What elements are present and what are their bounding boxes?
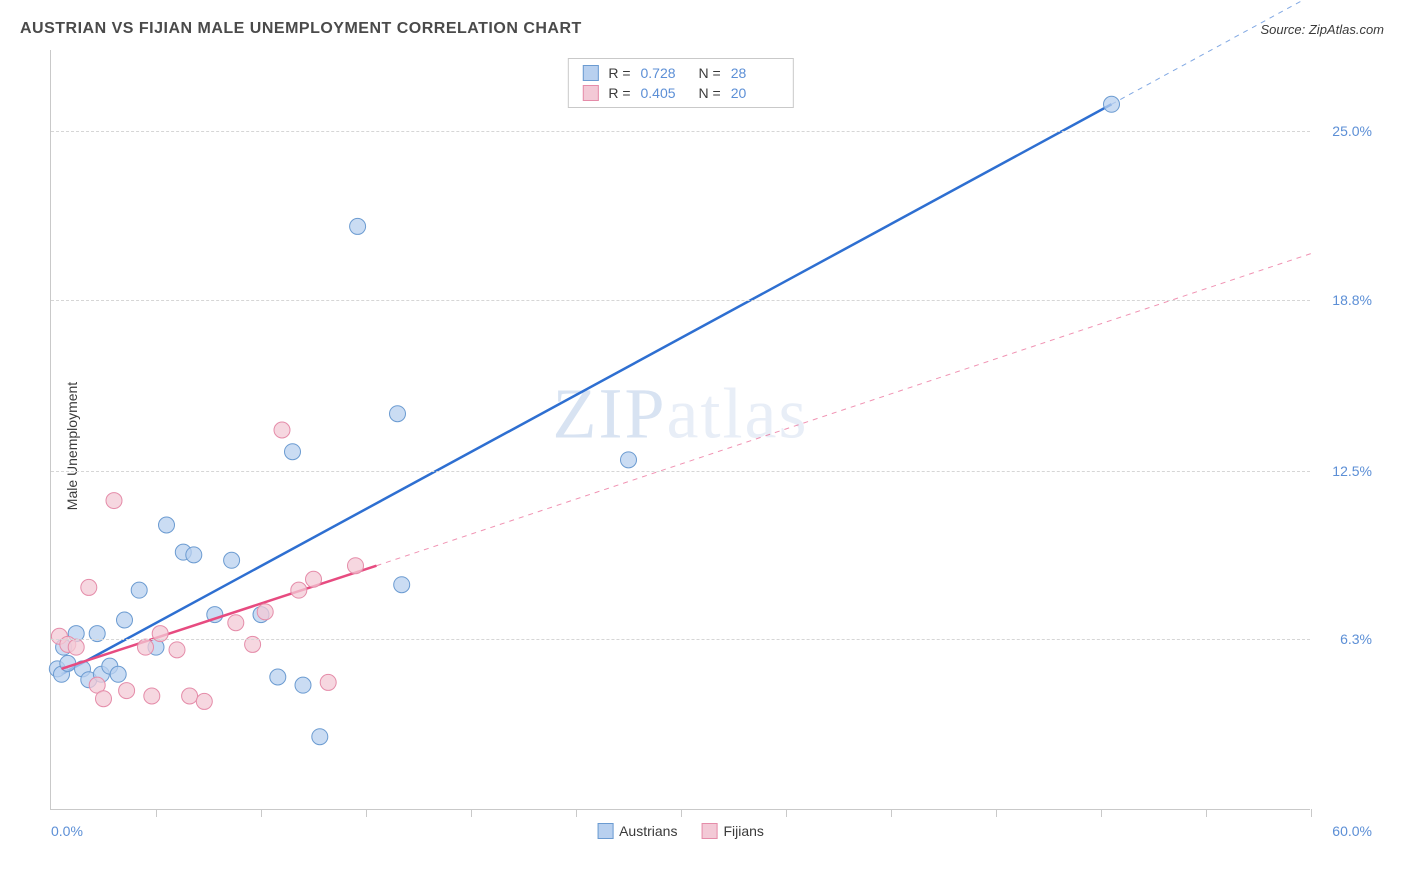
y-tick-label: 18.8% [1316, 292, 1372, 308]
data-point [169, 642, 185, 658]
data-point [320, 674, 336, 690]
data-point [312, 729, 328, 745]
plot-container: ZIPatlas R =0.728N =28R =0.405N =20 0.0%… [50, 50, 1380, 840]
r-label: R = [608, 85, 630, 101]
legend-item: Fijians [701, 823, 763, 839]
data-point [186, 547, 202, 563]
data-point [291, 582, 307, 598]
gridline [51, 639, 1310, 640]
data-point [131, 582, 147, 598]
legend-bottom: Austrians Fijians [597, 823, 764, 839]
n-value: 20 [731, 85, 779, 101]
legend-swatch [701, 823, 717, 839]
r-value: 0.728 [641, 65, 689, 81]
gridline [51, 300, 1310, 301]
stats-legend-box: R = 0.728 N = 28 R = 0.405 N = 20 [567, 58, 793, 108]
regression-line [62, 104, 1112, 674]
data-point [1104, 96, 1120, 112]
data-point [68, 639, 84, 655]
data-point [106, 493, 122, 509]
data-point [228, 615, 244, 631]
data-point [295, 677, 311, 693]
gridline [51, 471, 1310, 472]
x-tick [681, 809, 682, 817]
stats-swatch [582, 65, 598, 81]
y-tick-label: 12.5% [1316, 463, 1372, 479]
data-point [274, 422, 290, 438]
data-point [159, 517, 175, 533]
plot-area: ZIPatlas R =0.728N =28R =0.405N =20 0.0%… [50, 50, 1310, 810]
x-axis-min-label: 0.0% [51, 823, 83, 839]
data-point [306, 571, 322, 587]
x-tick [156, 809, 157, 817]
data-point [117, 612, 133, 628]
x-tick [576, 809, 577, 817]
data-point [81, 579, 97, 595]
data-point [119, 683, 135, 699]
data-point [621, 452, 637, 468]
legend-swatch [597, 823, 613, 839]
data-point [182, 688, 198, 704]
stats-row: R = 0.405 N = 20 [582, 83, 778, 103]
data-point [257, 604, 273, 620]
x-tick [891, 809, 892, 817]
x-axis-max-label: 60.0% [1332, 823, 1372, 839]
gridline [51, 131, 1310, 132]
data-point [348, 558, 364, 574]
r-value: 0.405 [641, 85, 689, 101]
stats-swatch [582, 85, 598, 101]
r-label: R = [608, 65, 630, 81]
legend-label: Fijians [723, 823, 763, 839]
data-point [138, 639, 154, 655]
data-point [285, 444, 301, 460]
x-tick [1206, 809, 1207, 817]
legend-item: Austrians [597, 823, 677, 839]
x-tick [1311, 809, 1312, 817]
x-tick [366, 809, 367, 817]
x-tick [786, 809, 787, 817]
stats-row: R = 0.728 N = 28 [582, 63, 778, 83]
legend-label: Austrians [619, 823, 677, 839]
data-point [394, 577, 410, 593]
chart-svg [51, 50, 1311, 810]
x-tick [996, 809, 997, 817]
y-tick-label: 6.3% [1316, 631, 1372, 647]
n-label: N = [699, 65, 721, 81]
y-tick-label: 25.0% [1316, 123, 1372, 139]
x-tick [261, 809, 262, 817]
data-point [110, 666, 126, 682]
regression-extension [1112, 0, 1312, 104]
n-value: 28 [731, 65, 779, 81]
data-point [350, 218, 366, 234]
data-point [390, 406, 406, 422]
data-point [96, 691, 112, 707]
x-tick [1101, 809, 1102, 817]
data-point [224, 552, 240, 568]
data-point [196, 693, 212, 709]
chart-title: AUSTRIAN VS FIJIAN MALE UNEMPLOYMENT COR… [20, 20, 582, 38]
source-attribution: Source: ZipAtlas.com [1260, 22, 1384, 37]
data-point [144, 688, 160, 704]
regression-line [62, 566, 377, 669]
data-point [270, 669, 286, 685]
n-label: N = [699, 85, 721, 101]
x-tick [471, 809, 472, 817]
